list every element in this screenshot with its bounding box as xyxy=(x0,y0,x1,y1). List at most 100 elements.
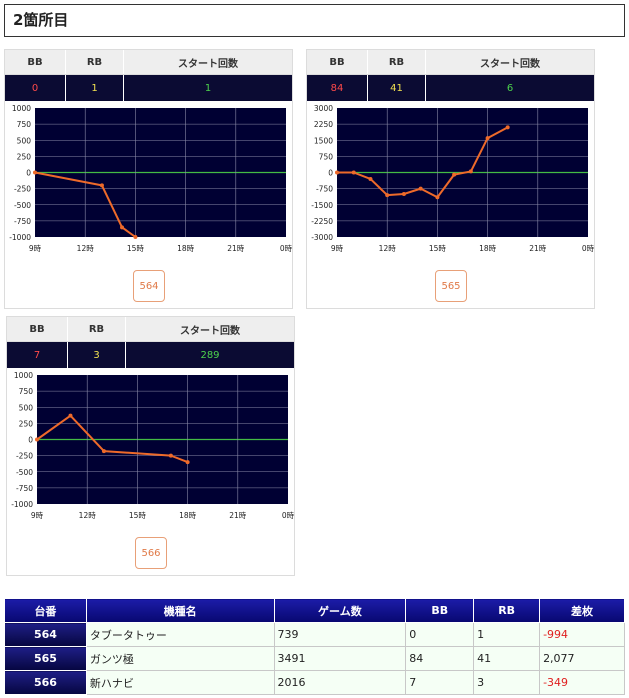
col-header-diff: 差枚 xyxy=(539,598,625,623)
y-tick-label: -250 xyxy=(14,185,31,194)
bb-header: BB xyxy=(329,56,345,68)
data-point xyxy=(68,413,73,418)
start-count-header: スタート回数 xyxy=(123,50,292,74)
y-tick-label: 2250 xyxy=(314,120,333,129)
rb-value: 3 xyxy=(67,342,125,368)
x-tick-label: 15時 xyxy=(129,511,147,520)
machine-number-button[interactable]: 566 xyxy=(135,537,167,569)
col-header-rb: RB xyxy=(473,598,541,623)
col-header-games: ゲーム数 xyxy=(273,598,407,623)
x-tick-label: 9時 xyxy=(331,244,344,253)
rb-cell: 3 xyxy=(473,670,541,695)
y-tick-label: 750 xyxy=(17,120,32,129)
bb-cell: 84 xyxy=(405,646,475,671)
card-header-row: BB RB スタート回数 xyxy=(5,50,292,75)
bb-cell: 0 xyxy=(405,622,475,647)
graph-card: BB RB スタート回数 7 3 289 1000 750 500 250 0 -250 -… xyxy=(6,316,295,576)
x-tick-label: 21時 xyxy=(229,511,247,520)
bb-header: BB xyxy=(27,56,43,68)
card-values-row: 0 1 1 xyxy=(5,75,292,101)
rb-value: 1 xyxy=(65,75,123,101)
machine-number-cell[interactable]: 566 xyxy=(4,670,87,695)
data-point xyxy=(401,192,406,196)
data-point xyxy=(452,172,457,177)
x-tick-label: 18時 xyxy=(177,244,195,253)
data-point xyxy=(435,195,440,200)
games-cell: 3491 xyxy=(273,646,407,671)
rb-header: RB xyxy=(367,50,425,74)
x-tick-label: 0時 xyxy=(582,244,595,253)
y-tick-label: 750 xyxy=(319,152,334,161)
y-tick-label: 3000 xyxy=(314,104,333,113)
start-count-header: スタート回数 xyxy=(425,50,594,74)
data-point xyxy=(351,170,356,175)
table-row: 564 タブータトゥー 739 0 1 -994 xyxy=(4,622,625,647)
y-tick-label: 250 xyxy=(19,419,34,428)
machine-name-cell: 新ハナビ xyxy=(85,670,275,695)
x-tick-label: 0時 xyxy=(280,244,293,253)
data-point xyxy=(185,460,190,465)
x-tick-label: 15時 xyxy=(127,244,145,253)
games-cell: 739 xyxy=(273,622,407,647)
y-tick-label: 0 xyxy=(28,436,33,445)
data-point xyxy=(33,170,37,175)
data-point xyxy=(168,453,173,458)
start-count-value: 6 xyxy=(425,75,594,101)
data-point xyxy=(99,183,104,188)
x-tick-label: 12時 xyxy=(79,511,97,520)
bb-value: 7 xyxy=(33,349,41,361)
y-tick-label: 1000 xyxy=(12,104,31,113)
rb-cell: 41 xyxy=(473,646,541,671)
data-point xyxy=(418,186,423,191)
y-tick-label: 1500 xyxy=(314,136,333,145)
y-tick-label: -1500 xyxy=(311,201,333,210)
y-tick-label: 250 xyxy=(17,152,32,161)
x-tick-label: 21時 xyxy=(529,244,547,253)
rb-header: RB xyxy=(65,50,123,74)
x-tick-label: 0時 xyxy=(282,511,295,520)
diff-cell: 2,077 xyxy=(539,646,625,671)
y-tick-label: -500 xyxy=(14,201,31,210)
slump-chart: 3000 2250 1500 750 0 -750 -1500 -2250 -3000 9時 12時… xyxy=(311,104,595,253)
start-count-value: 289 xyxy=(125,342,294,368)
machine-name-cell: ガンツ極 xyxy=(85,646,275,671)
machine-summary-table: 台番 機種名 ゲーム数 BB RB 差枚 564 タブータトゥー 739 0 1… xyxy=(4,598,625,695)
y-tick-label: -750 xyxy=(316,185,333,194)
y-tick-label: -1000 xyxy=(11,500,33,509)
y-tick-label: 0 xyxy=(328,169,333,178)
card-values-row: 7 3 289 xyxy=(7,342,294,368)
slump-chart: 1000 750 500 250 0 -250 -500 -750 -1000 9時 12時 15時 1… xyxy=(9,104,293,253)
machine-number-cell[interactable]: 564 xyxy=(4,622,87,647)
machine-number-button[interactable]: 565 xyxy=(435,270,467,302)
x-tick-label: 12時 xyxy=(77,244,95,253)
data-point xyxy=(368,176,373,181)
rb-value: 41 xyxy=(367,75,425,101)
x-tick-label: 18時 xyxy=(479,244,497,253)
machine-number-cell[interactable]: 565 xyxy=(4,646,87,671)
start-count-header: スタート回数 xyxy=(125,317,294,341)
y-tick-label: -1000 xyxy=(9,233,31,242)
y-tick-label: -250 xyxy=(16,452,33,461)
table-row: 565 ガンツ極 3491 84 41 2,077 xyxy=(4,646,625,671)
bb-header: BB xyxy=(29,323,45,335)
card-header-row: BB RB スタート回数 xyxy=(7,317,294,342)
x-tick-label: 9時 xyxy=(29,244,42,253)
y-tick-label: -750 xyxy=(14,217,31,226)
y-tick-label: -2250 xyxy=(311,217,333,226)
bb-value: 84 xyxy=(330,82,344,94)
col-header-number: 台番 xyxy=(4,598,87,623)
col-header-machine-name: 機種名 xyxy=(85,598,275,623)
data-point xyxy=(335,170,339,175)
y-tick-label: -500 xyxy=(16,468,33,477)
series-line xyxy=(34,171,136,238)
col-header-bb: BB xyxy=(405,598,475,623)
x-tick-label: 9時 xyxy=(31,511,44,520)
x-tick-label: 12時 xyxy=(379,244,397,253)
bb-value: 0 xyxy=(31,82,39,94)
rb-cell: 1 xyxy=(473,622,541,647)
machine-name-cell: タブータトゥー xyxy=(85,622,275,647)
machine-number-button[interactable]: 564 xyxy=(133,270,165,302)
x-tick-label: 15時 xyxy=(429,244,447,253)
data-point xyxy=(120,225,125,230)
y-tick-label: 500 xyxy=(19,403,34,412)
